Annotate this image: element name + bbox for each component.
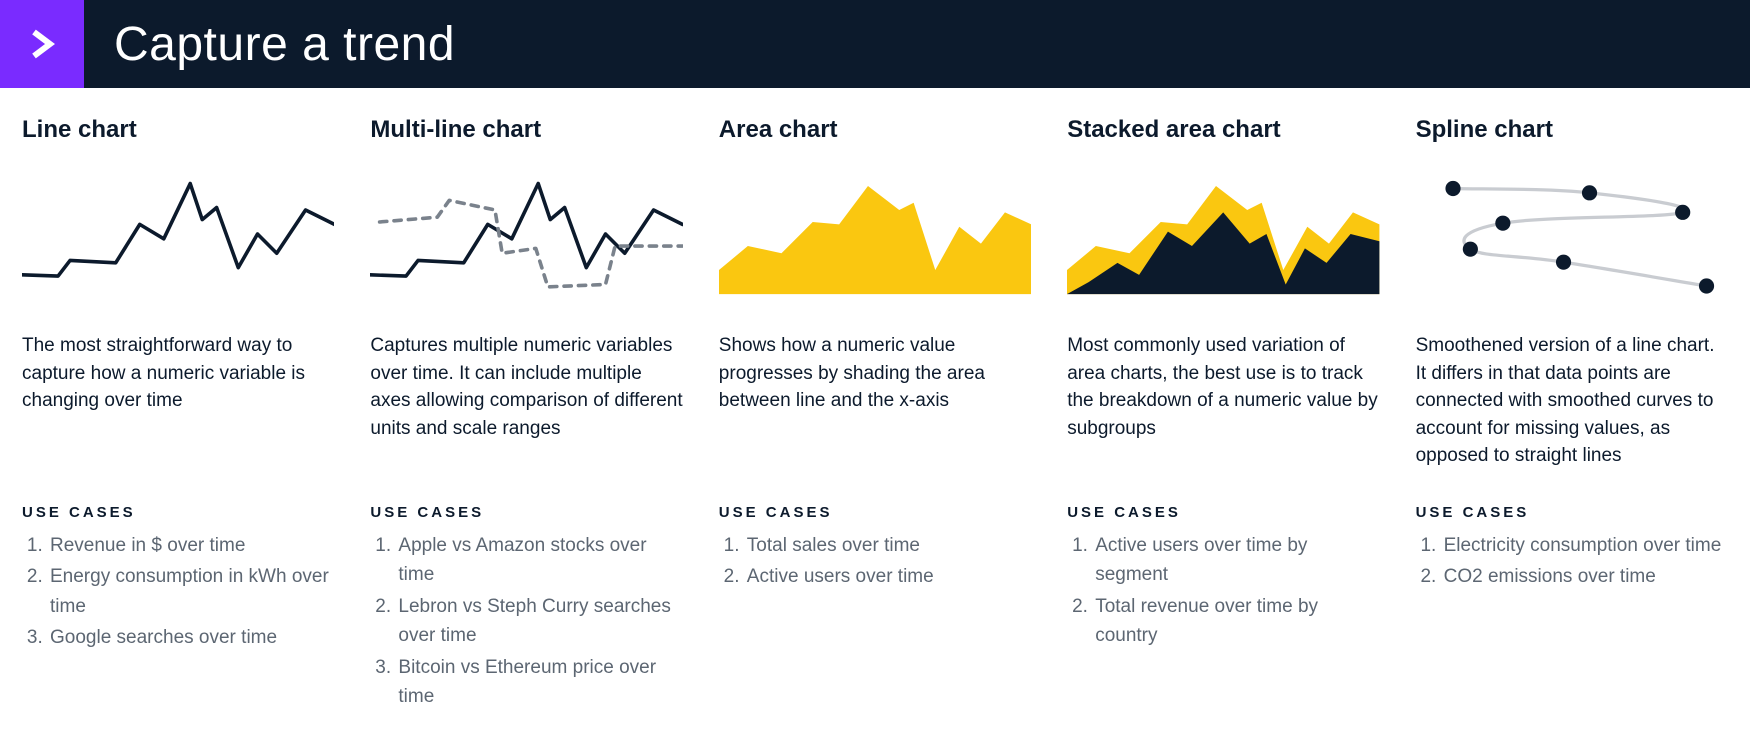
card-title: Stacked area chart — [1067, 116, 1379, 144]
cards-grid: Line chart The most straightforward way t… — [0, 88, 1750, 744]
spline-chart-icon — [1416, 154, 1728, 314]
line-chart-icon — [22, 154, 334, 314]
stacked-chart-icon — [1067, 154, 1379, 314]
page-title: Capture a trend — [114, 17, 455, 72]
use-cases-list: Active users over time by segmentTotal r… — [1067, 531, 1379, 651]
use-case-item: Revenue in $ over time — [48, 531, 334, 560]
card-line: Line chart The most straightforward way t… — [22, 116, 334, 714]
card-description: Shows how a numeric value progresses by … — [719, 332, 1031, 482]
use-cases-list: Total sales over timeActive users over t… — [719, 531, 1031, 592]
use-cases-label: USE CASES — [370, 504, 682, 521]
card-stacked: Stacked area chart Most commonly used var… — [1067, 116, 1379, 714]
multiline-chart-icon — [370, 154, 682, 314]
use-case-item: Total sales over time — [745, 531, 1031, 560]
card-title: Multi-line chart — [370, 116, 682, 144]
card-title: Line chart — [22, 116, 334, 144]
use-cases-list: Apple vs Amazon stocks over timeLebron v… — [370, 531, 682, 712]
use-case-item: Energy consumption in kWh over time — [48, 562, 334, 621]
use-case-item: Total revenue over time by country — [1093, 592, 1379, 651]
use-cases-list: Electricity consumption over timeCO2 emi… — [1416, 531, 1728, 592]
chevron-right-icon — [24, 26, 60, 62]
use-case-item: Lebron vs Steph Curry searches over time — [396, 592, 682, 651]
card-multiline: Multi-line chart Captures multiple numeri… — [370, 116, 682, 714]
header-badge — [0, 0, 84, 88]
use-case-item: CO2 emissions over time — [1442, 562, 1728, 591]
page-header: Capture a trend — [0, 0, 1750, 88]
use-cases-label: USE CASES — [1416, 504, 1728, 521]
use-case-item: Google searches over time — [48, 623, 334, 652]
card-title: Area chart — [719, 116, 1031, 144]
use-case-item: Apple vs Amazon stocks over time — [396, 531, 682, 590]
use-case-item: Active users over time by segment — [1093, 531, 1379, 590]
card-description: Captures multiple numeric variables over… — [370, 332, 682, 482]
use-cases-list: Revenue in $ over timeEnergy consumption… — [22, 531, 334, 653]
card-title: Spline chart — [1416, 116, 1728, 144]
card-description: Most commonly used variation of area cha… — [1067, 332, 1379, 482]
use-case-item: Bitcoin vs Ethereum price over time — [396, 653, 682, 712]
card-description: Smoothened version of a line chart. It d… — [1416, 332, 1728, 482]
use-cases-label: USE CASES — [719, 504, 1031, 521]
use-case-item: Electricity consumption over time — [1442, 531, 1728, 560]
use-cases-label: USE CASES — [1067, 504, 1379, 521]
use-cases-label: USE CASES — [22, 504, 334, 521]
card-area: Area chart Shows how a numeric value prog… — [719, 116, 1031, 714]
card-spline: Spline chart Smoothened version of a line… — [1416, 116, 1728, 714]
use-case-item: Active users over time — [745, 562, 1031, 591]
card-description: The most straightforward way to capture … — [22, 332, 334, 482]
area-chart-icon — [719, 154, 1031, 314]
